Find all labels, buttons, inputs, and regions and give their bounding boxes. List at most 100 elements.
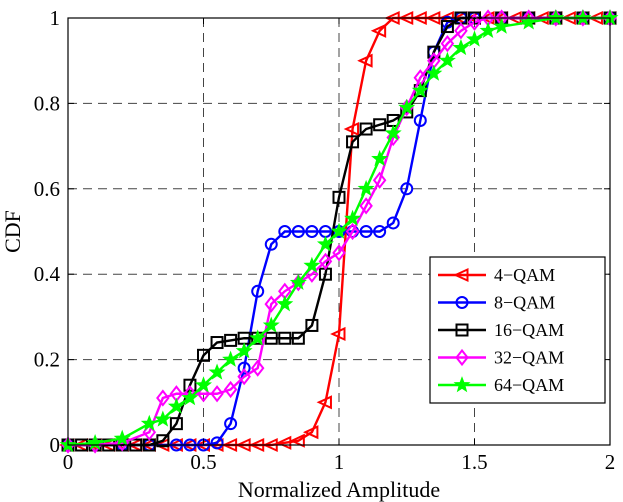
legend-item: 32−QAM: [438, 348, 564, 368]
data-point: [371, 149, 389, 167]
legend-item: 4−QAM: [438, 265, 555, 285]
data-point: [411, 81, 429, 98]
data-point: [237, 361, 251, 375]
data-point: [440, 35, 455, 53]
legend-label: 32−QAM: [494, 348, 564, 368]
legend-marker: [453, 267, 469, 283]
data-point: [210, 336, 224, 350]
data-point: [357, 53, 373, 68]
axis-ticks: 0 0.5 1 1.5 2 0 0.2 0.4 0.6 0.8 1: [34, 6, 616, 474]
data-point: [224, 417, 238, 431]
data-point: [425, 64, 443, 81]
y-axis-label: CDF: [0, 210, 25, 253]
data-point: [278, 225, 292, 238]
data-point: [359, 197, 373, 215]
y-tick-label: 0.4: [34, 262, 61, 286]
data-point: [574, 9, 592, 26]
data-point: [359, 225, 373, 238]
data-point: [318, 252, 333, 271]
data-point: [357, 179, 375, 197]
data-point: [156, 389, 170, 407]
data-point: [237, 368, 251, 386]
data-point: [86, 433, 104, 451]
data-point: [235, 342, 253, 359]
y-tick-label: 0.2: [34, 348, 60, 372]
series-line: [68, 16, 610, 447]
data-point: [169, 417, 183, 431]
x-axis-label: Normalized Amplitude: [238, 477, 440, 502]
data-point: [210, 436, 224, 450]
y-tick-label: 1: [50, 6, 61, 30]
data-point: [386, 216, 400, 230]
data-point: [372, 171, 387, 189]
data-point: [208, 363, 226, 380]
data-point: [440, 20, 454, 34]
legend-label: 4−QAM: [494, 265, 555, 285]
data-point: [343, 121, 360, 137]
data-point: [224, 333, 238, 347]
data-point: [438, 51, 456, 68]
legend-label: 16−QAM: [494, 320, 564, 340]
data-point: [373, 225, 387, 238]
data-point: [493, 17, 511, 34]
data-point: [264, 295, 279, 313]
data-point: [454, 22, 468, 40]
data-point: [330, 326, 346, 342]
data-point: [384, 124, 402, 141]
data-point: [547, 9, 565, 26]
series-line: [67, 16, 610, 447]
data-point: [142, 423, 157, 441]
data-point: [289, 273, 307, 290]
data-point: [154, 410, 172, 427]
x-tick-label: 2: [605, 450, 616, 474]
data-point: [346, 135, 360, 149]
legend-item: 16−QAM: [438, 320, 564, 340]
legend-marker: [453, 376, 471, 393]
x-tick-label: 0: [63, 450, 74, 474]
data-point: [275, 435, 292, 450]
data-point: [316, 395, 332, 410]
legend-marker: [455, 348, 469, 367]
data-point: [276, 295, 294, 312]
data-point: [264, 237, 278, 251]
data-point: [250, 359, 265, 377]
data-point: [195, 376, 212, 393]
data-point: [359, 122, 373, 136]
data-point: [305, 225, 319, 238]
y-tick-label: 0.6: [34, 177, 60, 201]
data-point: [467, 13, 482, 31]
data-point: [302, 425, 319, 440]
legend-label: 8−QAM: [494, 293, 555, 313]
data-point: [520, 13, 538, 30]
data-point: [210, 385, 224, 403]
data-point: [113, 429, 131, 446]
data-point: [262, 316, 280, 333]
legend-marker: [455, 296, 469, 309]
data-point: [289, 433, 305, 448]
data-point: [413, 113, 427, 127]
legend-item: 8−QAM: [438, 293, 555, 313]
data-point: [332, 190, 346, 204]
x-tick-label: 1.5: [461, 450, 487, 474]
data-point: [332, 244, 346, 262]
data-point: [249, 329, 267, 346]
data-point: [479, 21, 497, 39]
data-point: [167, 397, 185, 414]
data-point: [251, 284, 265, 298]
data-point: [466, 30, 483, 47]
data-point: [291, 225, 305, 238]
data-point: [181, 389, 199, 406]
data-point: [223, 380, 238, 399]
legend-marker: [455, 323, 469, 337]
data-point: [345, 222, 360, 241]
data-point: [373, 118, 387, 132]
legend-item: 64−QAM: [438, 375, 564, 395]
data-point: [398, 98, 416, 115]
data-point: [303, 256, 321, 273]
data-point: [197, 348, 210, 362]
data-point: [196, 385, 211, 403]
y-tick-label: 0.8: [34, 91, 60, 115]
legend: 4−QAM 8−QAM 16−QAM 32−QAM 64−QAM: [429, 256, 606, 404]
data-point: [305, 318, 319, 332]
